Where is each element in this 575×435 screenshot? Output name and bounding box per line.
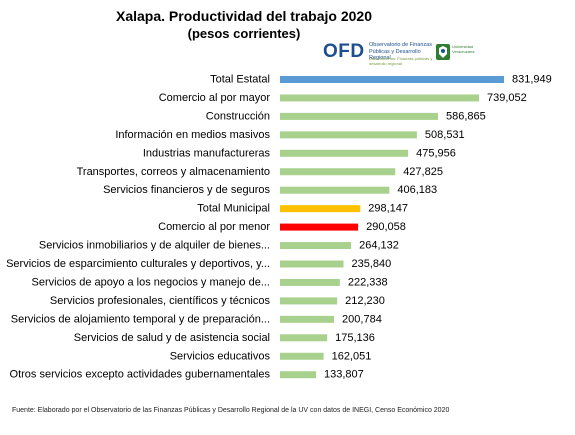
bar — [280, 278, 340, 286]
bar — [280, 242, 352, 250]
value-label: 475,956 — [416, 147, 456, 159]
category-label: Servicios de apoyo a los negocios y mane… — [32, 276, 270, 288]
category-label: Información en medios masivos — [115, 129, 270, 141]
category-label: Servicios de salud y de asistencia socia… — [74, 332, 270, 344]
logo-institution: Universidad Veracruzana — [452, 44, 475, 54]
source-note: Fuente: Elaborado por el Observatorio de… — [12, 407, 450, 414]
bar — [280, 112, 439, 120]
value-label: 175,136 — [335, 332, 375, 344]
category-label: Servicios inmobiliarios y de alquiler de… — [39, 240, 270, 252]
value-label: 162,051 — [332, 350, 372, 362]
value-label: 212,230 — [345, 295, 385, 307]
uv-emblem-icon — [436, 44, 450, 60]
category-label: Construcción — [206, 110, 270, 122]
value-label: 508,531 — [425, 129, 465, 141]
value-label: 831,949 — [512, 74, 552, 86]
bar-chart: Total Estatal 831,949 Comercio al por mayo… — [6, 74, 552, 381]
category-label: Industrias manufactureras — [143, 147, 271, 159]
value-label: 586,865 — [446, 110, 486, 122]
bar — [280, 186, 390, 194]
value-label: 235,840 — [351, 258, 391, 270]
bar — [280, 297, 338, 305]
bar — [280, 260, 344, 268]
logo-tagline: Datos Abiertos: Finanzas públicas y desa… — [369, 56, 433, 66]
logo-acronym: OFD — [323, 41, 365, 62]
category-label: Servicios de alojamiento temporal y de p… — [11, 313, 270, 325]
category-label: Servicios profesionales, científicos y t… — [50, 295, 271, 307]
value-label: 298,147 — [368, 203, 408, 215]
bar — [280, 131, 417, 139]
category-label: Total Estatal — [210, 74, 270, 86]
logo-name: Observatorio de Finanzas Públicas y Desa… — [369, 42, 432, 61]
value-label: 222,338 — [348, 276, 388, 288]
category-label: Otros servicios excepto actividades gube… — [10, 369, 271, 381]
chart-title: Xalapa. Productividad del trabajo 2020 — [116, 8, 372, 24]
ofd-logo: OFD Observatorio de Finanzas Públicas y … — [323, 40, 475, 68]
value-label: 264,132 — [359, 240, 399, 252]
bar — [280, 205, 361, 213]
value-label: 406,183 — [397, 184, 437, 196]
bar — [280, 315, 335, 323]
bar — [280, 76, 504, 83]
category-label: Servicios de esparcimiento culturales y … — [6, 258, 270, 270]
value-label: 739,052 — [487, 92, 527, 104]
category-label: Total Municipal — [197, 203, 270, 215]
bar — [280, 334, 328, 342]
value-label: 200,784 — [342, 313, 382, 325]
chart-subtitle: (pesos corrientes) — [187, 26, 301, 41]
value-label: 427,825 — [403, 166, 443, 178]
category-label: Servicios financieros y de seguros — [103, 184, 270, 196]
category-label: Transportes, correos y almacenamiento — [77, 166, 270, 178]
value-label: 290,058 — [366, 221, 406, 233]
value-label: 133,807 — [324, 369, 364, 381]
category-label: Servicios educativos — [170, 350, 271, 362]
category-label: Comercio al por mayor — [159, 92, 271, 104]
bar — [280, 223, 359, 231]
bar — [280, 168, 396, 176]
bar — [280, 371, 317, 379]
bar — [280, 352, 324, 360]
bar — [280, 149, 409, 157]
bar — [280, 94, 479, 102]
category-label: Comercio al por menor — [158, 221, 270, 233]
